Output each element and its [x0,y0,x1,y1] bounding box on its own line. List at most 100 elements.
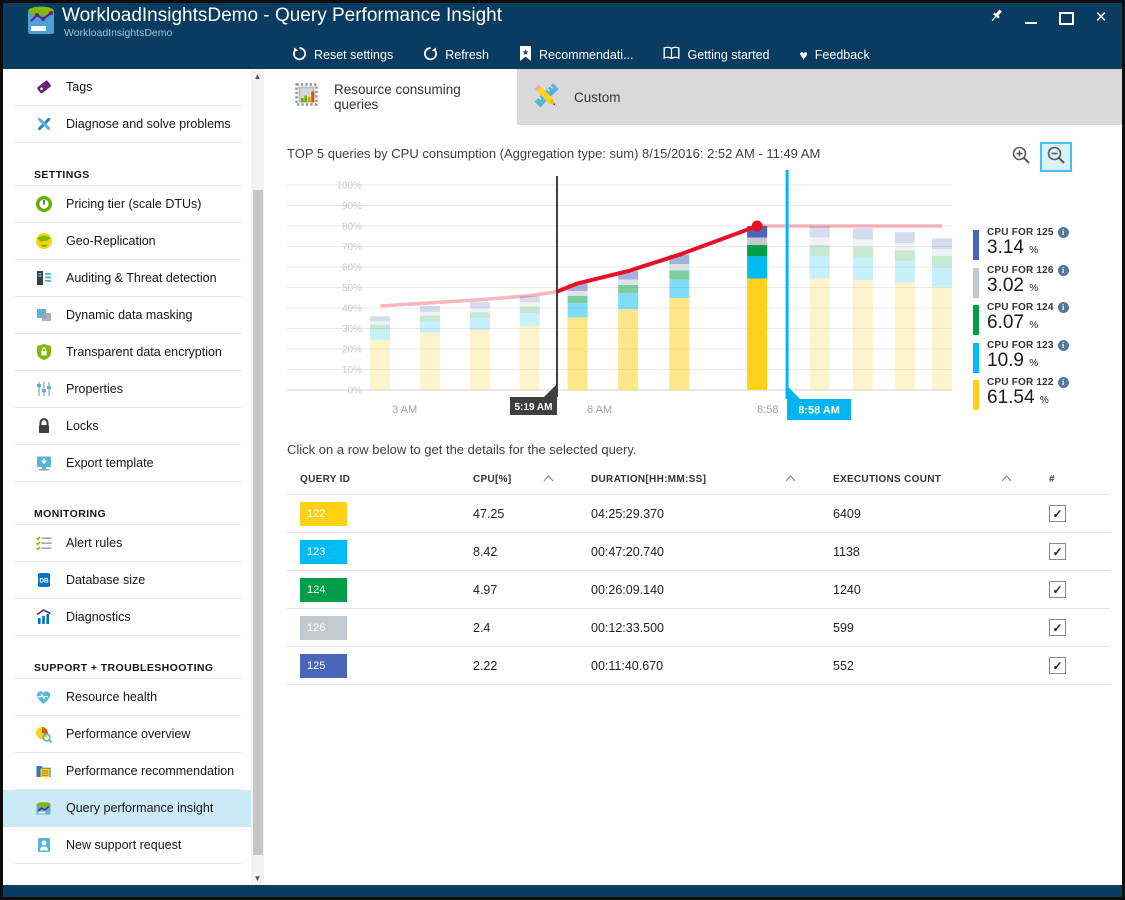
row-checkbox[interactable]: ✓ [1049,543,1066,560]
info-icon[interactable]: i [1057,264,1069,276]
range-end-marker[interactable]: 8:58 AM [785,170,852,420]
toolbar-reset-settings[interactable]: Reset settings [292,46,393,64]
stacked-bar[interactable] [809,226,830,390]
duration-cell: 00:12:33.500 [591,620,664,635]
sidebar-item-export-template[interactable]: Export template [15,445,241,482]
toolbar-refresh[interactable]: Refresh [423,46,489,64]
x-axis-tick-label: 3 AM [392,404,417,416]
toolbar-recommendati[interactable]: ★ Recommendati... [519,45,634,64]
sort-asc-icon[interactable] [543,474,554,485]
sidebar-scrollbar-thumb[interactable] [252,190,263,855]
table-row-query-124[interactable]: 124 4.97 00:26:09.140 1240 ✓ [287,570,1110,608]
executions-cell: 552 [833,658,854,673]
row-checkbox[interactable]: ✓ [1049,505,1066,522]
table-row-query-125[interactable]: 125 2.22 00:11:40.670 552 ✓ [287,646,1110,685]
checkbox-cell: ✓ [1036,505,1110,522]
bar-segment [567,303,588,318]
sidebar-item-performance-recommendation[interactable]: Performance recommendation [15,753,241,790]
bar-segment [370,329,391,340]
sidebar-item-transparent-data-encryption[interactable]: Transparent data encryption [15,334,241,371]
zoom-plus-button[interactable] [1008,144,1034,170]
sidebar-item-resource-health[interactable]: Resource health [15,679,241,716]
sidebar-item-tags[interactable]: Tags [15,69,241,106]
sidebar-item-performance-overview[interactable]: Performance overview [15,716,241,753]
sidebar-item-diagnose-and-solve-problems[interactable]: Diagnose and solve problems [15,106,241,143]
bar-segment [618,293,639,310]
stacked-bar[interactable] [370,316,391,390]
sidebar-item-diagnostics[interactable]: Diagnostics [15,599,241,636]
info-icon[interactable]: i [1057,302,1069,313]
tab-custom[interactable]: Custom [515,69,717,125]
stacked-bar[interactable] [932,238,953,390]
close-button[interactable]: × [1091,8,1111,28]
duration-cell: 00:11:40.670 [591,658,664,673]
sort-asc-icon[interactable] [1001,474,1012,485]
sidebar-item-alert-rules[interactable]: Alert rules [15,525,241,562]
stacked-bar[interactable] [519,295,540,390]
row-checkbox[interactable]: ✓ [1049,581,1066,598]
heart-icon: ♥ [799,46,808,63]
command-toolbar: Reset settings Refresh ★ Recommendati... Get… [0,40,1125,69]
legend-texts: CPU FOR 122 i 61.54 % [987,377,1069,411]
zoom-minus-button[interactable] [1040,142,1072,172]
export-icon [34,454,53,472]
stacked-bar[interactable] [894,232,915,390]
legend-value-number: 3.14 [987,237,1024,258]
cpu-consumption-chart[interactable]: 0% 10% 20% 30% 40% 50% 60% 70% 80% 90% 100% 3 AM 6 A… [285,170,975,432]
table-row-query-126[interactable]: 126 2.4 00:12:33.500 599 ✓ [287,608,1110,646]
chart-title: TOP 5 queries by CPU consumption (Aggreg… [287,146,821,161]
bar-segment [469,330,490,390]
toolbar-item-label: Recommendati... [539,47,634,62]
info-icon[interactable]: i [1057,377,1069,388]
info-icon[interactable]: i [1057,339,1069,351]
sidebar-item-pricing-tier-scale-dtus[interactable]: Pricing tier (scale DTUs) [15,186,241,223]
query-id-cell: 122 [287,501,460,526]
table-caption: Click on a row below to get the details … [287,442,637,457]
stacked-bar[interactable] [618,271,639,390]
range-start-marker[interactable]: 5:19 AM [509,176,558,415]
executions-cell: 1240 [833,582,861,597]
table-row-query-122[interactable]: 122 47.25 04:25:29.370 6409 ✓ [287,494,1110,532]
row-checkbox[interactable]: ✓ [1049,619,1066,636]
cpu-cell: 4.97 [473,582,498,597]
sidebar-item-auditing-threat-detection[interactable]: Auditing & Threat detection [15,260,241,297]
bar-segment [519,295,540,303]
bar-segment [519,313,540,326]
table-header-row: QUERY ID CPU[%] DURATION[HH:MM:SS] EXECUTIO… [287,464,1110,494]
stacked-bar[interactable] [669,254,690,390]
toolbar-feedback[interactable]: ♥ Feedback [799,47,869,63]
stacked-bar[interactable] [419,305,440,390]
row-checkbox[interactable]: ✓ [1049,657,1066,674]
ruler-pencil-icon [531,81,561,114]
table-row-query-123[interactable]: 123 8.42 00:47:20.740 1138 ✓ [287,532,1110,570]
bar-segment [747,256,768,279]
sidebar-item-new-support-request[interactable]: New support request [15,827,241,864]
scrollbar-up-arrow-icon[interactable]: ▲ [253,71,262,81]
sidebar-item-locks[interactable]: Locks [15,408,241,445]
stacked-bar[interactable] [567,283,588,390]
bar-segment [519,302,540,307]
bar-segment [894,243,915,251]
query-id-badge: 124 [300,577,347,602]
sort-asc-icon[interactable] [785,474,796,485]
minimize-button[interactable] [1021,8,1041,28]
sidebar-item-query-performance-insight[interactable]: Query performance insight [3,790,251,827]
stacked-bar[interactable] [469,302,490,390]
toolbar-getting-started[interactable]: Getting started [663,46,769,63]
stacked-bar[interactable] [747,226,768,390]
tab-resource-consuming-queries[interactable]: Resource consuming queries [280,69,515,125]
sidebar-item-properties[interactable]: Properties [15,371,241,408]
legend-value-number: 61.54 [987,387,1035,408]
sidebar-item-dynamic-data-masking[interactable]: Dynamic data masking [15,297,241,334]
maximize-button[interactable] [1056,8,1076,28]
bar-segment [894,250,915,262]
legend-label-row: CPU FOR 123 i [987,339,1069,351]
sidebar-item-geo-replication[interactable]: Geo-Replication [15,223,241,260]
legend-value-unit: % [1039,395,1049,406]
stacked-bar[interactable] [852,228,873,390]
info-icon[interactable]: i [1057,227,1069,238]
pin-button[interactable] [986,8,1006,28]
sidebar-item-database-size[interactable]: DB Database size [15,562,241,599]
legend-label: CPU FOR 126 [987,264,1054,276]
scrollbar-down-arrow-icon[interactable]: ▼ [253,873,262,883]
